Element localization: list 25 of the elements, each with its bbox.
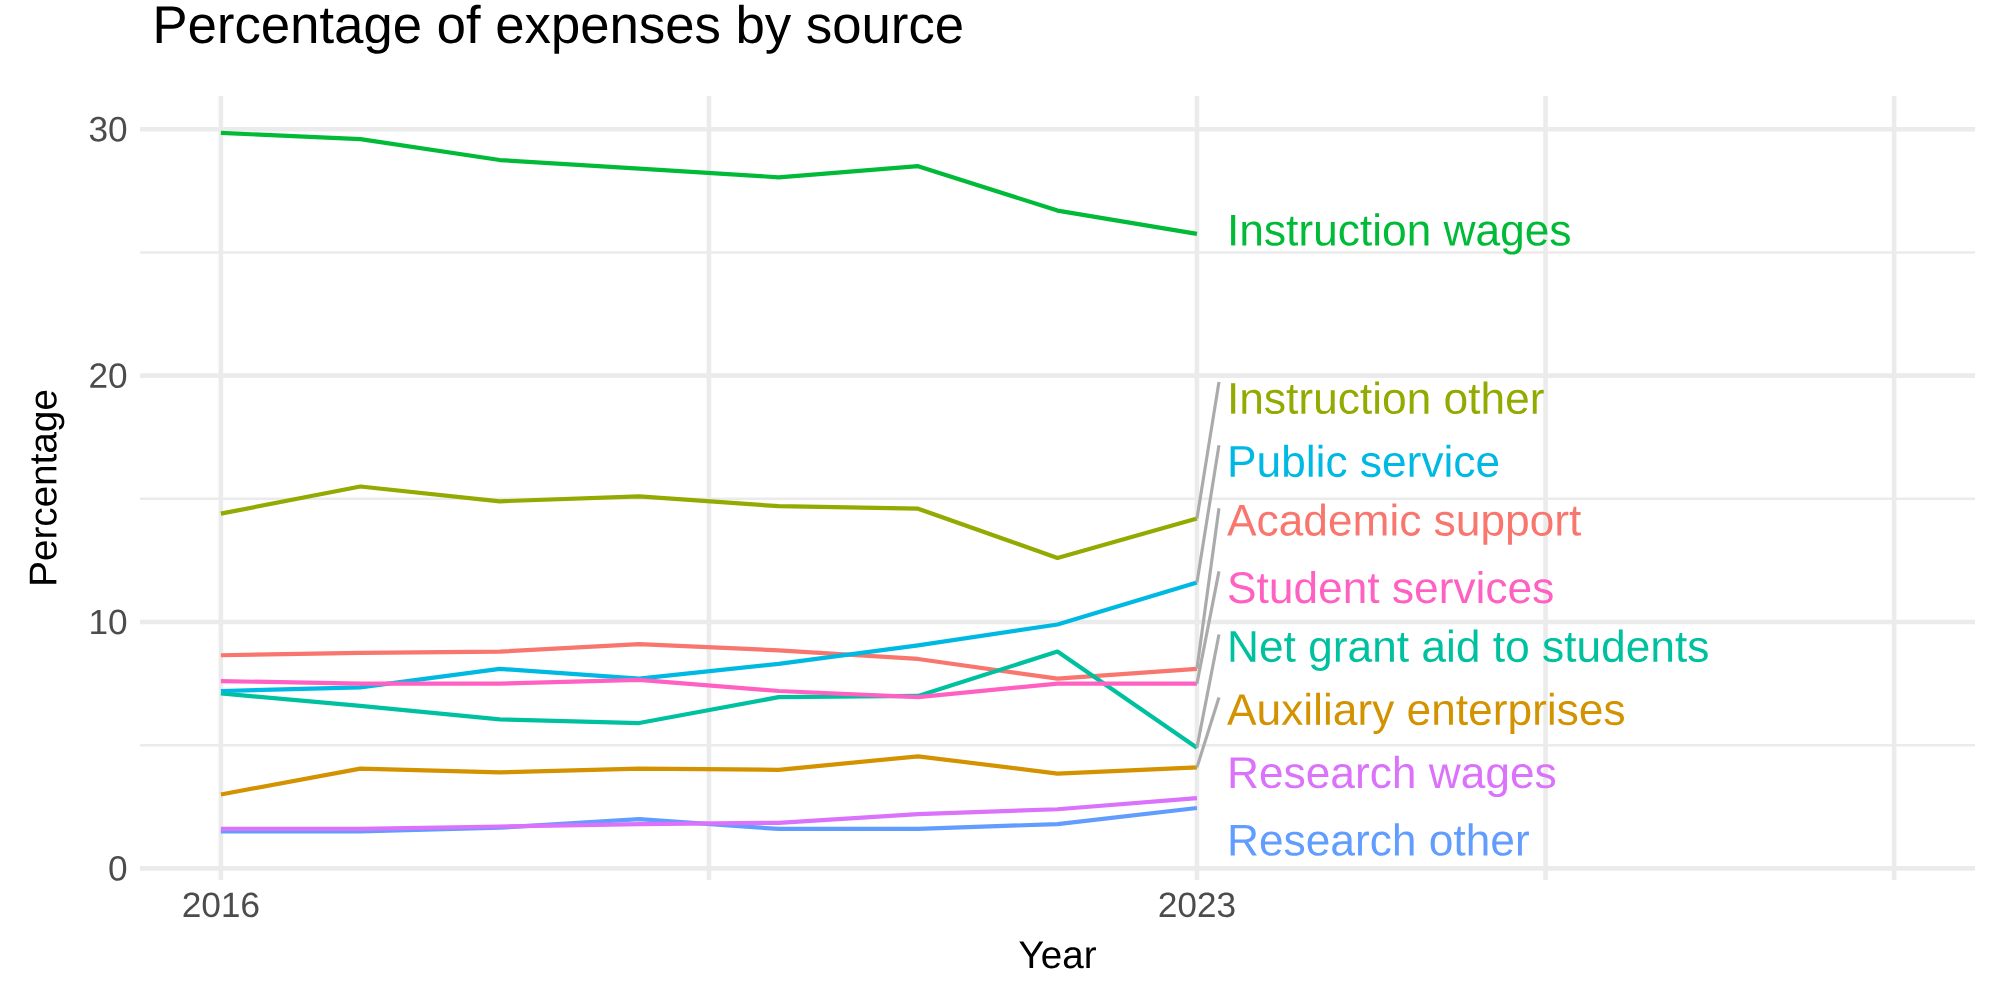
series-label: Student services bbox=[1228, 570, 1553, 604]
chart-title: Percentage of expenses by source bbox=[156, 4, 962, 54]
text: Public service bbox=[1230, 444, 1499, 478]
y-axis-title: Percentage bbox=[29, 390, 65, 584]
text: Instruction other bbox=[1231, 381, 1544, 415]
series-label: Net grant aid to students bbox=[1230, 629, 1708, 671]
line-series bbox=[218, 130, 1200, 237]
y-tick-label: 20 bbox=[90, 363, 127, 389]
line-series bbox=[218, 754, 1200, 797]
series-label: Auxiliary enterprises bbox=[1227, 692, 1624, 735]
x-tick-label: 2016 bbox=[183, 892, 259, 918]
series-label: Research other bbox=[1230, 823, 1529, 856]
line-series bbox=[218, 796, 1200, 832]
y-tick-label: 0 bbox=[109, 855, 127, 881]
line-series bbox=[218, 580, 1200, 694]
line-series bbox=[218, 677, 1200, 700]
series-label: Research wages bbox=[1230, 755, 1556, 798]
line-series bbox=[218, 484, 1200, 561]
series-label: Instruction wages bbox=[1231, 213, 1570, 255]
y-tick-label: 10 bbox=[91, 609, 127, 635]
text: Academic support bbox=[1227, 503, 1582, 545]
x-axis-title: Year bbox=[1019, 941, 1096, 969]
y-tick-label: 30 bbox=[89, 116, 127, 142]
line-series bbox=[218, 642, 1200, 681]
x-tick-label: 2023 bbox=[1159, 892, 1235, 918]
